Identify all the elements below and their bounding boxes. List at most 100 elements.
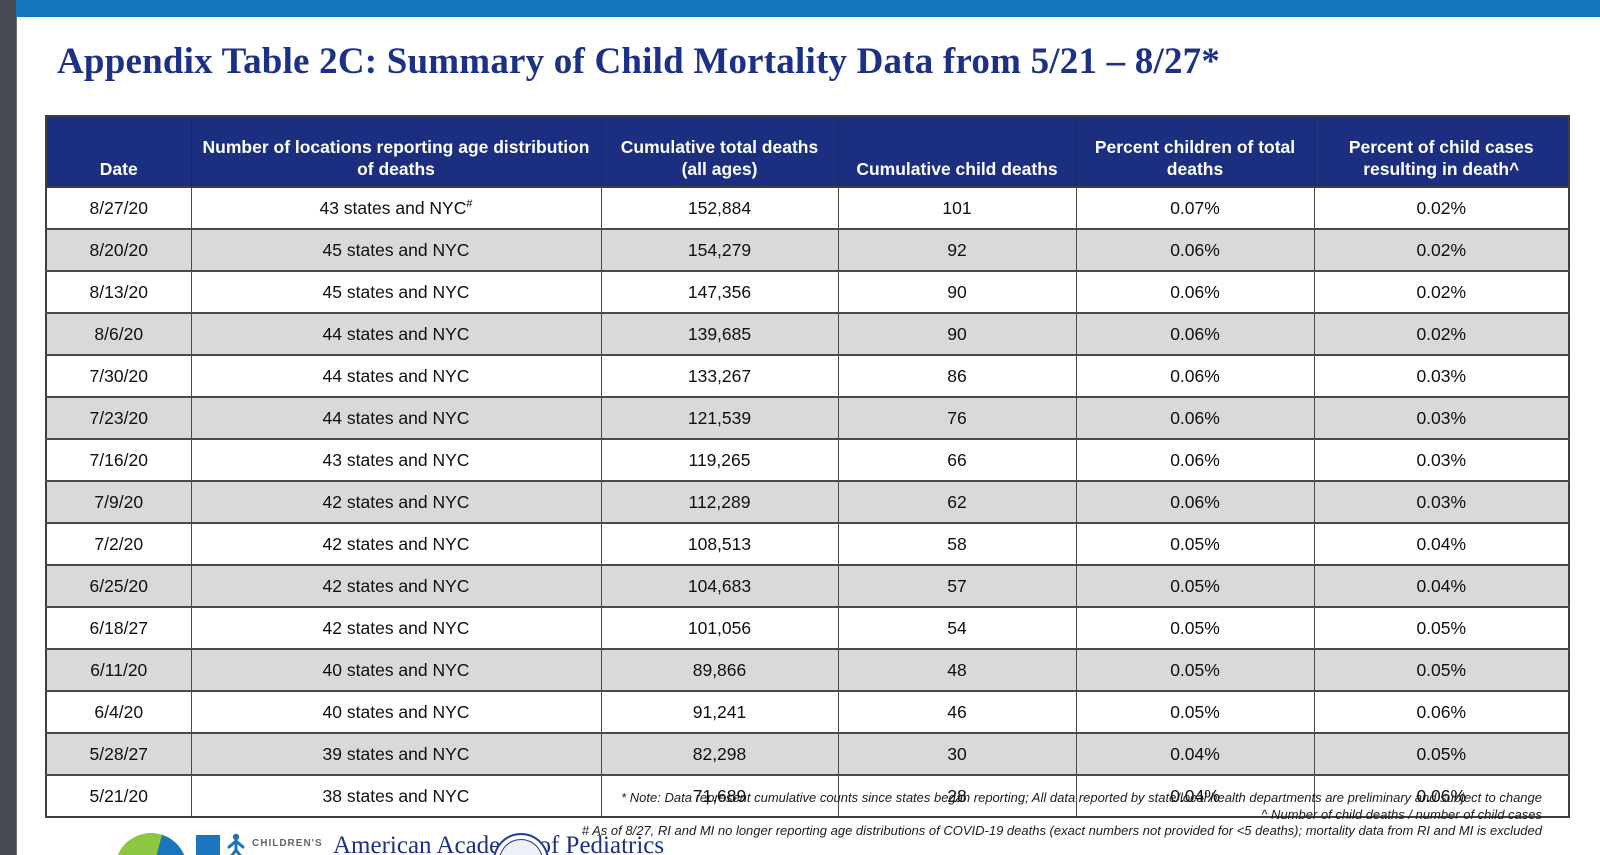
cell-date: 7/23/20 bbox=[45, 396, 192, 440]
col-header-pct-child-cases: Percent of child cases resulting in deat… bbox=[1313, 115, 1570, 188]
cell-child-deaths: 90 bbox=[837, 270, 1077, 314]
cell-child-deaths: 46 bbox=[837, 690, 1077, 734]
table-row: 7/16/20 43 states and NYC 119,265 66 0.0… bbox=[45, 438, 1570, 482]
cell-date: 6/11/20 bbox=[45, 648, 192, 692]
cell-pct-child-cases-death: 0.02% bbox=[1313, 228, 1570, 272]
cell-locations: 38 states and NYC bbox=[190, 774, 602, 818]
cell-pct-child-cases-death: 0.02% bbox=[1313, 312, 1570, 356]
cell-total-deaths: 147,356 bbox=[600, 270, 839, 314]
footnote-hash: # As of 8/27, RI and MI no longer report… bbox=[581, 823, 1542, 838]
cell-child-deaths: 66 bbox=[837, 438, 1077, 482]
table-row: 6/11/20 40 states and NYC 89,866 48 0.05… bbox=[45, 648, 1570, 692]
cell-pct-children-of-total: 0.05% bbox=[1075, 690, 1315, 734]
cell-locations: 39 states and NYC bbox=[190, 732, 602, 776]
cell-date: 8/27/20 bbox=[45, 186, 192, 230]
cell-total-deaths: 101,056 bbox=[600, 606, 839, 650]
top-accent-bar bbox=[16, 0, 1600, 17]
cell-child-deaths: 57 bbox=[837, 564, 1077, 608]
cell-pct-child-cases-death: 0.06% bbox=[1313, 774, 1570, 818]
cell-pct-children-of-total: 0.06% bbox=[1075, 396, 1315, 440]
cell-pct-children-of-total: 0.04% bbox=[1075, 774, 1315, 818]
cell-date: 6/18/27 bbox=[45, 606, 192, 650]
table-row: 7/23/20 44 states and NYC 121,539 76 0.0… bbox=[45, 396, 1570, 440]
cell-pct-children-of-total: 0.06% bbox=[1075, 270, 1315, 314]
cell-pct-child-cases-death: 0.03% bbox=[1313, 396, 1570, 440]
cell-pct-child-cases-death: 0.04% bbox=[1313, 564, 1570, 608]
cell-child-deaths: 58 bbox=[837, 522, 1077, 566]
col-header-locations: Number of locations reporting age distri… bbox=[190, 115, 602, 188]
col-header-pct-children: Percent children of total deaths bbox=[1075, 115, 1315, 188]
table-row: 5/21/20 38 states and NYC 71,689 28 0.04… bbox=[45, 774, 1570, 818]
cell-date: 6/25/20 bbox=[45, 564, 192, 608]
table-row: 6/4/20 40 states and NYC 91,241 46 0.05%… bbox=[45, 690, 1570, 734]
cell-locations: 40 states and NYC bbox=[190, 648, 602, 692]
cell-child-deaths: 54 bbox=[837, 606, 1077, 650]
cell-date: 8/20/20 bbox=[45, 228, 192, 272]
cell-total-deaths: 104,683 bbox=[600, 564, 839, 608]
cell-locations: 45 states and NYC bbox=[190, 228, 602, 272]
table-row: 8/13/20 45 states and NYC 147,356 90 0.0… bbox=[45, 270, 1570, 314]
cell-locations: 44 states and NYC bbox=[190, 312, 602, 356]
cell-pct-children-of-total: 0.06% bbox=[1075, 228, 1315, 272]
cell-locations: 44 states and NYC bbox=[190, 396, 602, 440]
cell-date: 7/16/20 bbox=[45, 438, 192, 482]
cell-date: 5/21/20 bbox=[45, 774, 192, 818]
cell-locations: 42 states and NYC bbox=[190, 564, 602, 608]
table-row: 6/25/20 42 states and NYC 104,683 57 0.0… bbox=[45, 564, 1570, 608]
cell-pct-child-cases-death: 0.05% bbox=[1313, 648, 1570, 692]
cell-pct-child-cases-death: 0.03% bbox=[1313, 354, 1570, 398]
cell-locations: 45 states and NYC bbox=[190, 270, 602, 314]
cha-person-icon bbox=[226, 833, 246, 855]
footer-logos: CHILDREN'S American Academy of Pediatric… bbox=[0, 831, 1600, 855]
cell-total-deaths: 112,289 bbox=[600, 480, 839, 524]
cell-total-deaths: 91,241 bbox=[600, 690, 839, 734]
cell-locations: 43 states and NYC# bbox=[190, 186, 602, 230]
cell-total-deaths: 89,866 bbox=[600, 648, 839, 692]
cell-pct-children-of-total: 0.06% bbox=[1075, 354, 1315, 398]
cell-pct-child-cases-death: 0.02% bbox=[1313, 186, 1570, 230]
cell-pct-child-cases-death: 0.02% bbox=[1313, 270, 1570, 314]
cell-pct-children-of-total: 0.06% bbox=[1075, 312, 1315, 356]
cell-child-deaths: 101 bbox=[837, 186, 1077, 230]
col-header-date: Date bbox=[45, 115, 192, 188]
cell-locations: 42 states and NYC bbox=[190, 522, 602, 566]
child-mortality-table: Date Number of locations reporting age d… bbox=[45, 115, 1570, 818]
cell-date: 6/4/20 bbox=[45, 690, 192, 734]
cell-total-deaths: 152,884 bbox=[600, 186, 839, 230]
page-title: Appendix Table 2C: Summary of Child Mort… bbox=[57, 41, 1221, 82]
table-row: 5/28/27 39 states and NYC 82,298 30 0.04… bbox=[45, 732, 1570, 776]
table-row: 8/27/20 43 states and NYC# 152,884 101 0… bbox=[45, 186, 1570, 230]
table-row: 7/9/20 42 states and NYC 112,289 62 0.06… bbox=[45, 480, 1570, 524]
cell-child-deaths: 76 bbox=[837, 396, 1077, 440]
cell-child-deaths: 90 bbox=[837, 312, 1077, 356]
cell-date: 8/13/20 bbox=[45, 270, 192, 314]
cha-square-icon bbox=[196, 835, 220, 855]
viewer-edge-strip bbox=[0, 0, 17, 855]
cell-locations: 42 states and NYC bbox=[190, 606, 602, 650]
cell-pct-child-cases-death: 0.04% bbox=[1313, 522, 1570, 566]
cell-pct-child-cases-death: 0.06% bbox=[1313, 690, 1570, 734]
table-row: 6/18/27 42 states and NYC 101,056 54 0.0… bbox=[45, 606, 1570, 650]
cell-child-deaths: 30 bbox=[837, 732, 1077, 776]
cell-pct-children-of-total: 0.05% bbox=[1075, 522, 1315, 566]
cell-pct-children-of-total: 0.05% bbox=[1075, 564, 1315, 608]
cell-child-deaths: 28 bbox=[837, 774, 1077, 818]
cell-total-deaths: 121,539 bbox=[600, 396, 839, 440]
table-header: Date Number of locations reporting age d… bbox=[45, 115, 1570, 188]
cell-date: 8/6/20 bbox=[45, 312, 192, 356]
cell-child-deaths: 92 bbox=[837, 228, 1077, 272]
cell-pct-child-cases-death: 0.05% bbox=[1313, 732, 1570, 776]
cell-date: 7/30/20 bbox=[45, 354, 192, 398]
cell-total-deaths: 71,689 bbox=[600, 774, 839, 818]
cell-locations: 44 states and NYC bbox=[190, 354, 602, 398]
cell-locations: 42 states and NYC bbox=[190, 480, 602, 524]
cell-child-deaths: 48 bbox=[837, 648, 1077, 692]
cell-pct-children-of-total: 0.05% bbox=[1075, 606, 1315, 650]
col-header-total-deaths: Cumulative total deaths (all ages) bbox=[600, 115, 839, 188]
cell-child-deaths: 86 bbox=[837, 354, 1077, 398]
cell-pct-child-cases-death: 0.05% bbox=[1313, 606, 1570, 650]
footnotes-block: * Note: Data represent cumulative counts… bbox=[582, 790, 1542, 840]
cell-total-deaths: 82,298 bbox=[600, 732, 839, 776]
table-row: 8/6/20 44 states and NYC 139,685 90 0.06… bbox=[45, 312, 1570, 356]
